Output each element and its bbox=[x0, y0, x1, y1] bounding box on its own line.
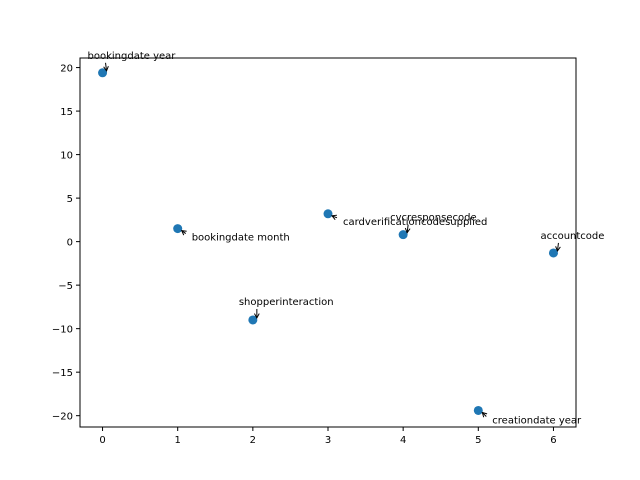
data-points bbox=[98, 68, 558, 415]
axis-ticks: 0 1 2 3 4 5 6 20 15 10 5 0 −5 −10 −15 −20 bbox=[52, 64, 557, 446]
annotation-arrowhead bbox=[254, 313, 260, 319]
annotation-arrowhead bbox=[481, 411, 488, 418]
y-tick-label: −10 bbox=[52, 325, 73, 336]
y-tick-label: −20 bbox=[52, 412, 73, 423]
scatter-point bbox=[248, 315, 258, 325]
scatter-point bbox=[398, 230, 408, 240]
annotation-arrowhead bbox=[103, 65, 109, 72]
annotation-arrowhead bbox=[404, 227, 411, 234]
point-label: shopperinteraction bbox=[239, 297, 334, 308]
annotation-arrow bbox=[556, 242, 559, 252]
point-label: accountcode bbox=[540, 231, 604, 242]
point-label: bookingdate month bbox=[192, 233, 290, 244]
point-label: bookingdate year bbox=[88, 51, 177, 62]
annotation-arrowhead bbox=[331, 214, 338, 220]
y-tick-label: 5 bbox=[67, 194, 73, 205]
y-tick-label: 15 bbox=[60, 107, 73, 118]
annotation-arrow bbox=[406, 224, 409, 233]
y-tick-label: 10 bbox=[60, 151, 73, 162]
point-annotations: bookingdate year bookingdate month shopper… bbox=[88, 51, 605, 427]
point-label: cvcresponsecode bbox=[390, 213, 476, 224]
x-tick-label: 4 bbox=[400, 435, 406, 446]
annotation-arrow bbox=[105, 62, 108, 71]
y-tick-label: 20 bbox=[60, 64, 73, 75]
y-tick-label: −5 bbox=[58, 281, 73, 292]
plot-area bbox=[79, 57, 577, 428]
scatter-point bbox=[548, 248, 558, 258]
x-tick-label: 2 bbox=[250, 435, 256, 446]
x-tick-label: 0 bbox=[99, 435, 105, 446]
annotation-arrowhead bbox=[180, 229, 187, 236]
x-tick-label: 3 bbox=[325, 435, 331, 446]
scatter-point bbox=[323, 209, 333, 219]
point-label: cardverificationcodesupplied bbox=[343, 217, 487, 228]
x-tick-label: 1 bbox=[175, 435, 181, 446]
point-label: creationdate year bbox=[492, 415, 582, 426]
x-tick-label: 5 bbox=[475, 435, 481, 446]
y-tick-label: 0 bbox=[67, 238, 73, 249]
scatter-point bbox=[98, 68, 108, 78]
scatter-point bbox=[173, 224, 183, 234]
annotation-arrowhead bbox=[555, 246, 561, 252]
y-tick-label: −15 bbox=[52, 368, 73, 379]
scatter-point bbox=[473, 405, 483, 415]
x-tick-label: 6 bbox=[550, 435, 556, 446]
